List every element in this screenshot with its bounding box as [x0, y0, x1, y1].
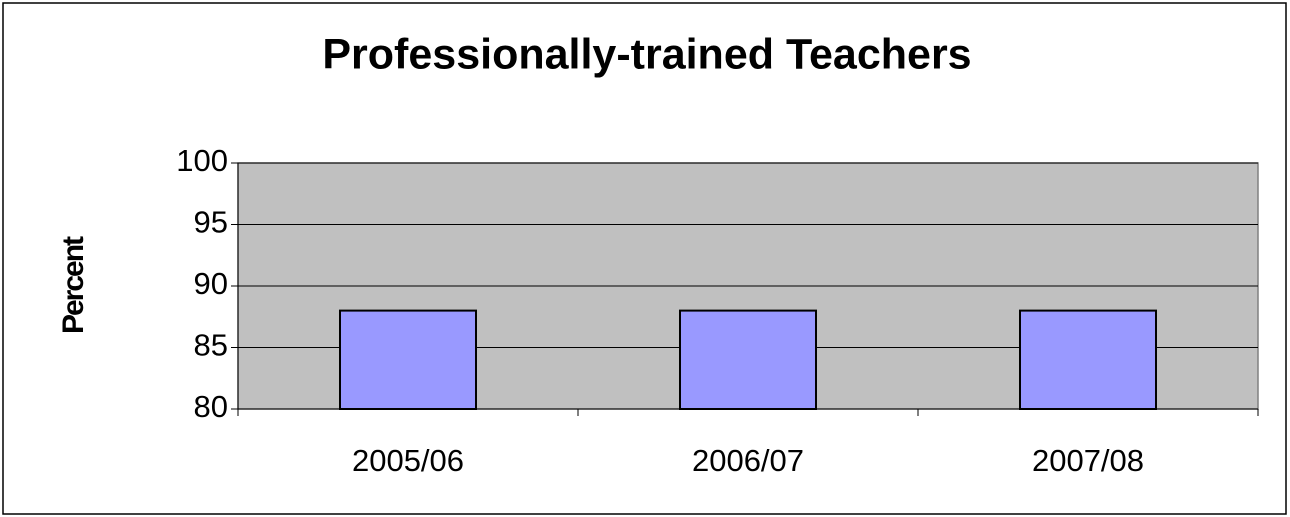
bar [339, 309, 477, 411]
bar [1019, 309, 1157, 411]
y-tick-label: 80 [194, 389, 228, 424]
x-tick-label: 2006/07 [692, 443, 804, 478]
x-tick-label: 2005/06 [352, 443, 464, 478]
y-axis-label: Percent [57, 236, 90, 334]
bar [679, 309, 817, 411]
y-tick-label: 100 [176, 143, 228, 178]
chart-title: Professionally-trained Teachers [322, 30, 971, 78]
y-tick-label: 90 [194, 266, 228, 301]
y-tick-label: 85 [194, 328, 228, 363]
x-tick-label: 2007/08 [1032, 443, 1144, 478]
y-tick-label: 95 [194, 205, 228, 240]
